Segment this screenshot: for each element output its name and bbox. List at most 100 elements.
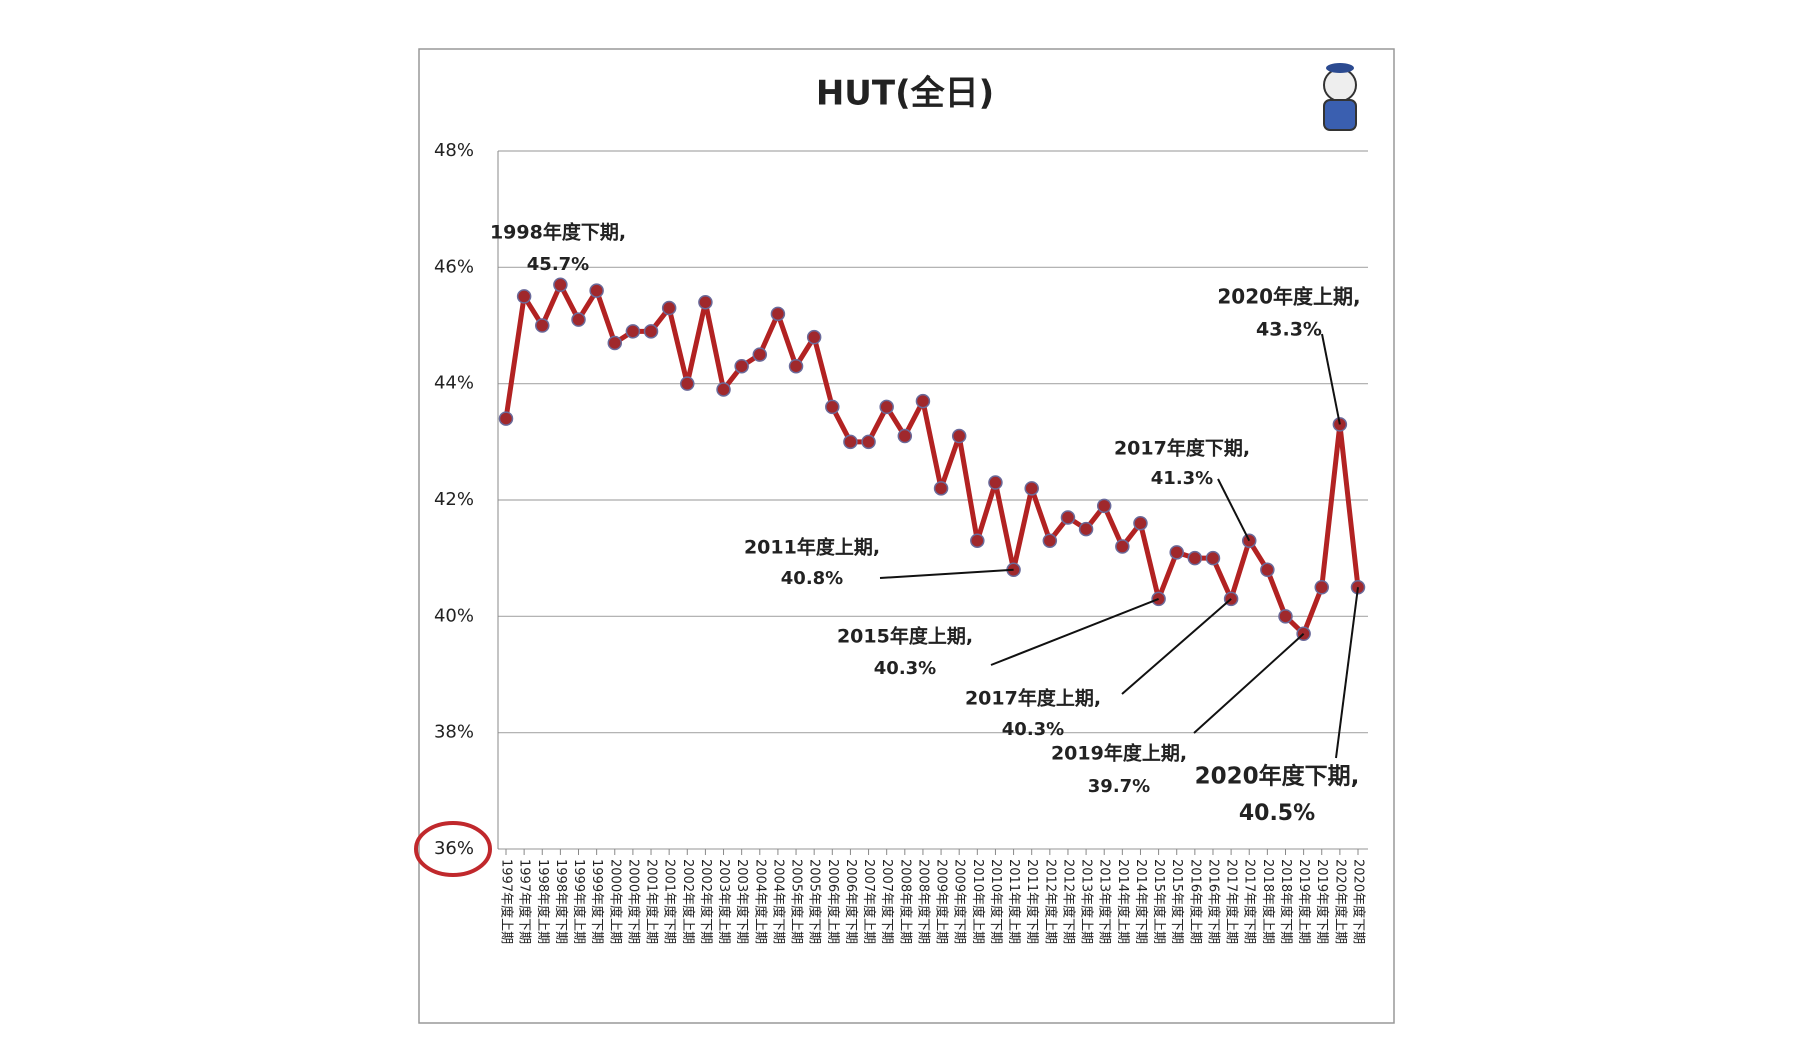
annotation-label: 2015年度上期, bbox=[837, 625, 973, 648]
x-tick-label: 2001年度下期 bbox=[662, 859, 678, 944]
y-tick-label: 36% bbox=[434, 838, 474, 859]
data-point bbox=[1187, 550, 1203, 566]
x-tick-label: 2001年度上期 bbox=[644, 859, 660, 944]
data-point bbox=[1115, 539, 1130, 554]
annotation-label: 2017年度上期, bbox=[965, 687, 1101, 710]
x-tick-label: 2008年度下期 bbox=[915, 859, 931, 944]
annotation-label: 2011年度上期, bbox=[744, 536, 880, 559]
annotation-value: 39.7% bbox=[1088, 776, 1150, 797]
x-tick-label: 2014年度上期 bbox=[1115, 859, 1131, 944]
x-tick-label: 2011年度下期 bbox=[1024, 859, 1040, 944]
x-tick-label: 2019年度下期 bbox=[1314, 859, 1330, 944]
data-point bbox=[988, 475, 1003, 490]
annotation-value: 43.3% bbox=[1256, 319, 1322, 341]
annotation-label: 2020年度下期, bbox=[1195, 763, 1360, 790]
chart-frame bbox=[418, 48, 1395, 1024]
annotation-label: 2019年度上期, bbox=[1051, 742, 1187, 765]
annotation-value: 40.3% bbox=[874, 658, 936, 679]
data-point bbox=[861, 434, 876, 450]
data-point bbox=[498, 411, 514, 426]
annotation-value: 45.7% bbox=[527, 254, 589, 275]
x-tick-label: 2017年度上期 bbox=[1224, 859, 1240, 944]
data-point bbox=[553, 277, 568, 293]
data-point bbox=[625, 324, 641, 339]
highlight-circle bbox=[414, 821, 492, 877]
leader-line bbox=[1121, 598, 1232, 695]
y-tick-label: 40% bbox=[434, 605, 474, 626]
x-tick-label: 2009年度下期 bbox=[952, 859, 968, 944]
data-point bbox=[970, 533, 985, 548]
x-tick-label: 2000年度上期 bbox=[607, 859, 623, 944]
x-tick-label: 1999年度上期 bbox=[571, 859, 587, 944]
x-tick-label: 2000年度下期 bbox=[625, 859, 641, 944]
data-point bbox=[788, 358, 804, 374]
data-point bbox=[1314, 580, 1329, 595]
data-point bbox=[589, 283, 604, 298]
x-tick-label: 1999年度下期 bbox=[589, 859, 605, 944]
x-tick-label: 2014年度下期 bbox=[1133, 859, 1149, 944]
data-point bbox=[1205, 550, 1221, 566]
data-point bbox=[951, 428, 967, 444]
y-tick-label: 38% bbox=[434, 722, 474, 743]
data-point bbox=[806, 329, 822, 345]
data-point bbox=[1024, 481, 1039, 496]
x-tick-label: 2002年度上期 bbox=[680, 859, 696, 944]
annotation-label: 2020年度上期, bbox=[1217, 285, 1360, 309]
x-tick-label: 2005年度下期 bbox=[807, 859, 823, 944]
leader-line bbox=[879, 568, 1014, 579]
leader-line bbox=[1193, 633, 1305, 734]
x-tick-label: 2012年度上期 bbox=[1042, 859, 1058, 944]
data-point bbox=[1060, 510, 1076, 525]
x-tick-label: 2008年度上期 bbox=[897, 859, 913, 944]
x-tick-label: 2007年度上期 bbox=[861, 859, 877, 944]
x-tick-label: 2010年度上期 bbox=[970, 859, 986, 944]
data-point bbox=[535, 318, 550, 333]
data-point bbox=[843, 434, 858, 450]
x-tick-label: 2015年度上期 bbox=[1151, 859, 1167, 944]
x-tick-label: 2010年度下期 bbox=[988, 859, 1004, 944]
leader-line bbox=[1217, 478, 1251, 542]
annotation-value: 41.3% bbox=[1151, 468, 1213, 489]
data-point bbox=[607, 335, 623, 351]
x-tick-label: 2002年度下期 bbox=[698, 859, 714, 944]
annotation-value: 40.5% bbox=[1239, 801, 1315, 826]
x-tick-label: 2013年度下期 bbox=[1097, 859, 1113, 944]
x-tick-label: 1998年度上期 bbox=[535, 859, 551, 944]
x-tick-label: 2015年度下期 bbox=[1169, 859, 1185, 944]
x-tick-label: 2009年度上期 bbox=[934, 859, 950, 944]
x-tick-label: 2019年度上期 bbox=[1296, 859, 1312, 944]
data-point bbox=[879, 399, 894, 415]
y-tick-label: 42% bbox=[434, 489, 474, 510]
leader-line bbox=[1321, 333, 1341, 425]
y-tick-label: 46% bbox=[434, 256, 474, 277]
data-point bbox=[1078, 521, 1094, 537]
data-point bbox=[643, 324, 659, 339]
x-tick-label: 2003年度下期 bbox=[734, 859, 750, 944]
data-point bbox=[933, 481, 949, 496]
x-tick-label: 2006年度上期 bbox=[825, 859, 841, 944]
data-point bbox=[1260, 562, 1275, 578]
data-point bbox=[770, 306, 786, 322]
x-tick-label: 1998年度下期 bbox=[553, 859, 569, 944]
data-point bbox=[680, 376, 695, 391]
data-point bbox=[1278, 609, 1293, 624]
x-tick-label: 2006年度下期 bbox=[843, 859, 859, 944]
data-point bbox=[825, 399, 840, 415]
x-tick-label: 2018年度上期 bbox=[1260, 859, 1276, 944]
data-point bbox=[698, 294, 713, 310]
leader-line bbox=[1335, 587, 1359, 759]
x-tick-label: 2013年度上期 bbox=[1079, 859, 1095, 944]
x-tick-label: 2020年度下期 bbox=[1351, 859, 1367, 944]
x-tick-label: 2007年度下期 bbox=[879, 859, 895, 944]
x-tick-label: 2011年度上期 bbox=[1006, 859, 1022, 944]
x-tick-label: 2004年度上期 bbox=[752, 859, 768, 944]
data-point bbox=[1042, 533, 1058, 548]
x-tick-label: 2016年度下期 bbox=[1205, 859, 1221, 944]
data-point bbox=[734, 358, 749, 374]
x-tick-label: 2004年度下期 bbox=[770, 859, 786, 944]
x-tick-label: 2012年度下期 bbox=[1060, 859, 1076, 944]
chart-title: HUT(全日) bbox=[816, 74, 994, 114]
data-point bbox=[1169, 545, 1184, 560]
data-point bbox=[716, 382, 731, 397]
